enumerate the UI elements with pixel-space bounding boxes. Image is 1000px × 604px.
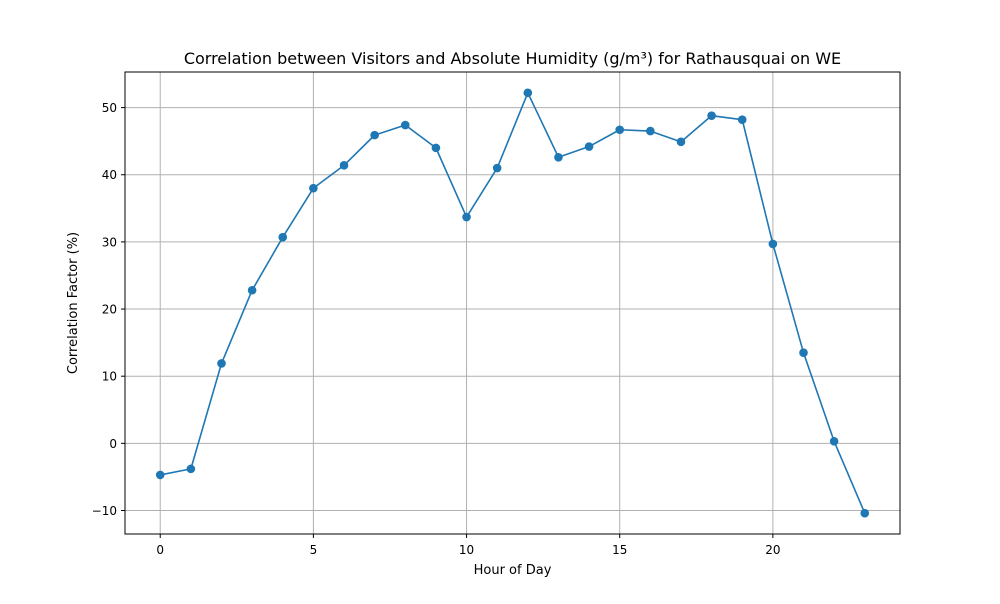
axis-ticks: 0 5 10 15 20 −10 0 10 20 30 40 50 (92, 101, 781, 557)
data-point-hour-12 (523, 88, 533, 98)
y-tick-label: −10 (92, 504, 117, 518)
data-point-hour-7 (370, 130, 379, 140)
x-tick-label: 0 (156, 543, 164, 557)
data-point-hour-1 (186, 464, 196, 474)
x-tick-label: 10 (459, 543, 474, 557)
data-point-hour-20 (768, 239, 778, 249)
series-layer (155, 88, 870, 518)
x-tick-label: 5 (310, 543, 318, 557)
data-point-hour-15 (615, 125, 625, 135)
x-tick-label: 20 (765, 543, 780, 557)
data-point-hour-3 (247, 285, 257, 295)
data-point-hour-5 (309, 183, 318, 193)
data-point-hour-13 (554, 152, 563, 162)
plot-frame (124, 71, 901, 535)
data-point-hour-18 (707, 111, 716, 120)
data-point-hour-11 (492, 163, 502, 173)
data-point-hour-21 (799, 348, 808, 357)
chart-title: Correlation between Visitors and Absolut… (184, 49, 841, 68)
data-point-hour-23 (860, 508, 870, 518)
x-tick-label: 15 (612, 543, 627, 557)
data-point-hour-17 (676, 137, 686, 147)
y-tick-label: 0 (109, 437, 117, 451)
data-point-hour-10 (462, 212, 471, 222)
data-point-hour-9 (431, 143, 441, 153)
y-tick-label: 10 (102, 370, 117, 384)
x-axis-label: Hour of Day (474, 563, 552, 578)
y-tick-label: 20 (102, 303, 117, 317)
data-point-hour-22 (829, 437, 839, 446)
y-tick-label: 40 (102, 168, 117, 182)
data-point-hour-6 (339, 161, 349, 170)
data-point-hour-16 (646, 126, 655, 136)
data-point-hour-14 (584, 142, 594, 151)
series-line (159, 92, 866, 514)
data-point-hour-19 (737, 115, 747, 124)
data-point-hour-0 (155, 470, 165, 480)
data-point-hour-8 (400, 120, 410, 130)
data-point-hour-2 (217, 359, 226, 368)
y-tick-label: 30 (102, 235, 117, 249)
data-point-hour-4 (278, 232, 288, 242)
y-axis-label: Correlation Factor (%) (66, 232, 81, 374)
y-tick-label: 50 (102, 101, 117, 115)
